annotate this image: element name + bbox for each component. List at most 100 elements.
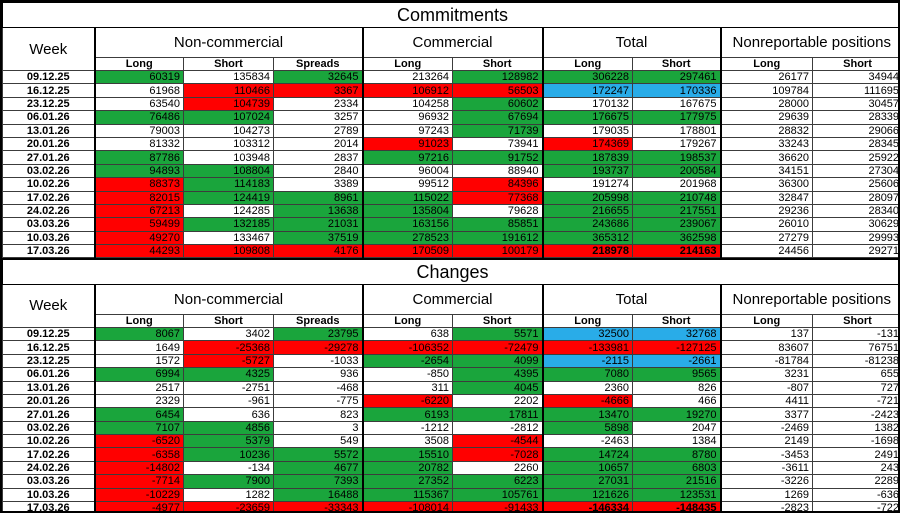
value-cell: 97243 [361,123,453,138]
week-cell: 06.01.26 [2,110,95,125]
value-cell: 1269 [719,487,813,503]
value-cell: -91433 [452,501,543,511]
value-cell: 44293 [93,244,184,259]
value-cell: 71739 [452,123,543,138]
table-row: 13.01.26 2517 -2751 -468 311 4045 2360 826 -807 7… [2,380,898,395]
value-cell: 82015 [93,190,184,205]
table-row: 17.02.26 82015 124419 8961 115022 77368 205998… [2,190,898,205]
col-header-week: Week [2,27,95,71]
value-cell: -148435 [632,501,721,511]
value-cell: 187839 [541,150,633,165]
value-cell: -10229 [93,487,184,503]
value-cell: 108804 [183,163,274,179]
value-cell: 30457 [811,96,898,112]
value-cell: 104273 [183,123,274,138]
value-cell: 109784 [719,83,813,98]
value-cell: 170132 [541,96,633,112]
value-cell: 79628 [452,203,543,219]
value-cell: 200584 [632,163,721,179]
value-cell: 124285 [183,203,274,219]
section-title: Changes [2,258,898,285]
value-cell: 61968 [93,83,184,98]
value-cell: 79003 [93,123,184,138]
value-cell: 67213 [93,203,184,219]
value-cell: 28345 [811,136,898,152]
value-cell: -81784 [719,353,813,369]
value-cell: 4856 [183,420,274,436]
week-cell: 16.12.25 [2,340,95,355]
value-cell: 84396 [452,177,543,192]
value-cell: 25922 [811,150,898,165]
value-cell: -775 [273,393,363,409]
value-cell: 2202 [452,393,543,409]
value-cell: 7393 [273,474,363,489]
value-cell: -72479 [452,340,543,355]
value-cell: 85851 [452,217,543,232]
value-cell: 29993 [811,230,898,246]
value-cell: 1572 [93,353,184,369]
value-cell: 6454 [93,407,184,422]
value-cell: 1382 [812,420,898,436]
value-cell: 172247 [541,83,633,98]
week-cell: 24.02.26 [2,460,95,476]
table-row: 16.12.25 1649 -25368 -29278 -106352 -72479 -13… [2,340,898,355]
value-cell: -2661 [632,353,721,369]
value-cell: 8067 [93,326,184,342]
value-cell: 103312 [183,136,274,152]
col-header-nonreportable: Nonreportable positions [719,283,898,315]
value-cell: 28339 [811,110,898,125]
value-cell: 73941 [452,136,543,152]
week-cell: 03.03.26 [2,217,95,232]
col-subheader-short: Short [812,313,898,328]
value-cell: 4176 [273,244,363,259]
value-cell: 7900 [183,474,274,489]
value-cell: 94893 [93,163,184,179]
value-cell: 29066 [811,123,898,138]
week-cell: 17.02.26 [2,190,95,205]
value-cell: 177975 [632,110,721,125]
value-cell: 2149 [719,434,813,449]
value-cell: 115367 [361,487,453,503]
week-cell: 09.12.25 [2,326,95,342]
value-cell: -81238 [812,353,898,369]
value-cell: 174369 [541,136,633,152]
value-cell: -3611 [719,460,813,476]
value-cell: 1649 [93,340,184,355]
section-body-1: 09.12.25 8067 3402 23795 638 5571 32500 32768 13… [2,326,898,511]
value-cell: 132185 [183,217,274,232]
value-cell: 4045 [452,380,543,395]
week-cell: 09.12.25 [2,69,95,85]
col-subheader-long: Long [541,313,633,328]
value-cell: 56503 [452,83,543,98]
value-cell: -1212 [361,420,453,436]
value-cell: 77368 [452,190,543,205]
week-cell: 03.03.26 [2,474,95,489]
value-cell: 32847 [719,190,813,205]
value-cell: 179035 [541,123,633,138]
value-cell: 96932 [361,110,453,125]
table-row: 27.01.26 6454 636 823 6193 17811 13470 19270 337… [2,407,898,422]
value-cell: 96004 [361,163,453,179]
commitments-table: Commitments Week Non-commercial Commerci… [2,2,898,259]
table-row: 10.03.26 49270 133467 37519 278523 191612 3653… [2,230,898,246]
value-cell: 137 [719,326,813,342]
value-cell: 27352 [361,474,453,489]
value-cell: -3453 [719,447,813,462]
sub-header-row: Long Short Spreads Long Short Long Short… [3,313,898,328]
col-subheader-long: Long [361,313,453,328]
value-cell: 20782 [361,460,453,476]
value-cell: -2115 [541,353,633,369]
value-cell: 306228 [541,69,633,85]
value-cell: 6803 [632,460,721,476]
value-cell: 5572 [273,447,363,462]
value-cell: 88373 [93,177,184,192]
value-cell: -2654 [361,353,453,369]
value-cell: 205998 [541,190,633,205]
value-cell: 4395 [452,367,543,382]
value-cell: 28832 [719,123,813,138]
value-cell: 19270 [632,407,721,422]
value-cell: 2047 [632,420,721,436]
value-cell: -4666 [541,393,633,409]
col-header-total: Total [541,27,721,58]
value-cell: 133467 [183,230,274,246]
